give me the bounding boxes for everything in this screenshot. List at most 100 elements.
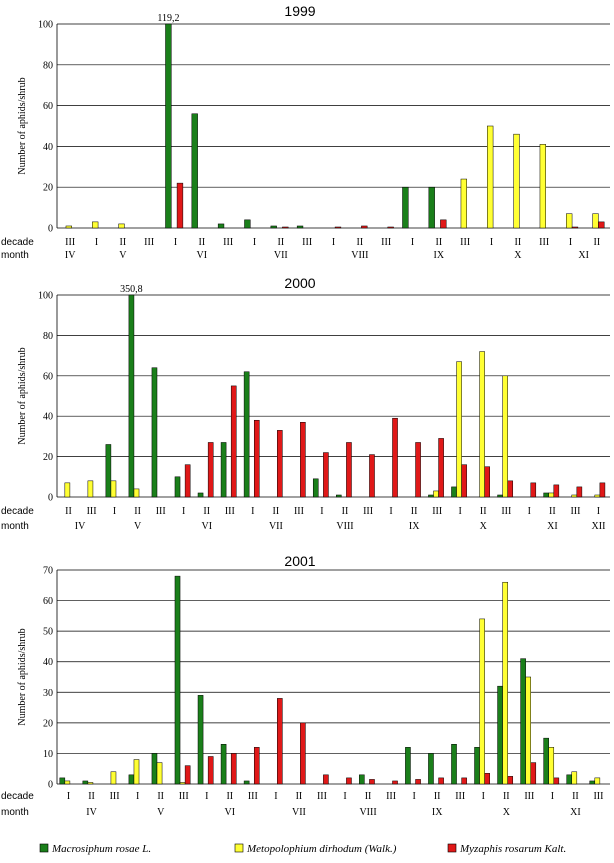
x-month-label: XI [578, 250, 589, 261]
bar-macrosiphum [402, 186, 409, 229]
x-month-label: VII [274, 250, 288, 261]
x-month-label: VIII [351, 250, 368, 261]
bar-metopolophium [456, 361, 462, 498]
bar-macrosiphum [296, 225, 304, 229]
legend-swatch-myzaphis [447, 843, 457, 853]
x-month-label: VII [292, 807, 306, 818]
x-decade-label: I [274, 791, 277, 802]
x-decade-label: III [302, 237, 312, 248]
y-tick-label: 70 [43, 566, 53, 577]
x-decade-label: I [182, 506, 185, 517]
chart-title: 1999 [284, 3, 315, 19]
bar-myzaphis [176, 182, 184, 229]
y-axis-label: Number of aphids/shrub [17, 628, 28, 725]
bar-metopolophium [571, 494, 578, 498]
bar-metopolophium [487, 125, 494, 229]
legend-label-myzaphis: Myzaphis rosarum Kalt. [459, 843, 566, 855]
x-decade-label: III [455, 791, 465, 802]
y-tick-label: 0 [48, 493, 53, 504]
bar-myzaphis [323, 774, 329, 785]
x-month-label: IX [432, 807, 443, 818]
bar-metopolophium [548, 747, 555, 785]
x-month-label: IV [65, 250, 76, 261]
bar-macrosiphum [497, 494, 503, 498]
x-month-label: VII [269, 521, 283, 532]
x-decade-label: III [539, 237, 549, 248]
bar-myzaphis [553, 484, 560, 498]
bar-myzaphis [361, 225, 368, 229]
bar-myzaphis [571, 226, 579, 229]
chart-title: 2000 [284, 275, 315, 291]
x-decade-label: III [110, 791, 120, 802]
x-month-label: V [119, 250, 127, 261]
x-decade-label: II [411, 506, 418, 517]
legend: Macrosiphum rosae L. Metopolophium dirho… [39, 843, 566, 855]
bar-metopolophium [179, 782, 186, 785]
y-tick-label: 100 [38, 20, 53, 31]
legend-swatch-macrosiphum [39, 843, 49, 853]
month-row-label: month [1, 521, 29, 532]
x-month-label: X [503, 807, 511, 818]
x-decade-label: II [514, 237, 521, 248]
bar-macrosiphum [312, 478, 319, 498]
x-decade-label: II [549, 506, 556, 517]
y-tick-label: 10 [43, 749, 53, 760]
bar-myzaphis [507, 776, 514, 785]
bar-macrosiphum [543, 737, 549, 785]
bar-metopolophium [65, 225, 72, 229]
bar-value-annotation: 350,8 [120, 284, 143, 295]
bar-metopolophium [566, 213, 573, 229]
x-decade-label: III [363, 506, 373, 517]
bar-myzaphis [207, 442, 214, 498]
bar-macrosiphum [474, 747, 480, 785]
bar-myzaphis [461, 777, 467, 785]
x-decade-label: II [119, 237, 126, 248]
x-month-label: V [134, 521, 142, 532]
bar-metopolophium [92, 221, 99, 229]
x-month-label: IV [75, 521, 86, 532]
bar-myzaphis [277, 698, 283, 785]
x-decade-label: II [434, 791, 441, 802]
chart-1999: 1999 0 20 40 60 80 100 Number of aphids/shrub 11… [1, 3, 610, 261]
chart-2001: 2001 0 10 20 30 40 50 60 70 Number of aphids/shru… [1, 553, 610, 818]
x-decade-label: I [95, 237, 98, 248]
x-month-label: VIII [336, 521, 353, 532]
bar-myzaphis [230, 385, 237, 498]
month-row-label: month [1, 250, 29, 261]
bar-macrosiphum [217, 223, 225, 229]
x-decade-label: II [296, 791, 303, 802]
bar-myzaphis [323, 452, 329, 498]
bar-macrosiphum [336, 494, 342, 498]
bar-macrosiphum [589, 780, 596, 785]
bar-macrosiphum [151, 753, 158, 785]
x-decade-label: I [67, 791, 70, 802]
x-month-label: VI [225, 807, 236, 818]
y-tick-label: 100 [38, 291, 53, 302]
bar-macrosiphum [82, 780, 89, 785]
bar-metopolophium [592, 213, 599, 229]
y-tick-label: 40 [43, 142, 53, 153]
bar-metopolophium [87, 782, 94, 785]
x-decade-label: I [174, 237, 177, 248]
bar-metopolophium [433, 490, 439, 498]
x-decade-label: III [501, 506, 511, 517]
bar-metopolophium [502, 581, 508, 785]
bar-myzaphis [387, 226, 394, 229]
bar-macrosiphum [566, 774, 573, 785]
decade-row-label: decade [1, 237, 34, 248]
chart-2000: 2000 0 20 40 60 80 100 Number of aphids/shrub 35… [1, 275, 610, 532]
bar-macrosiphum [165, 23, 172, 229]
bar-macrosiphum [451, 744, 457, 785]
x-decade-label: II [356, 237, 363, 248]
bar-macrosiphum [197, 492, 204, 498]
bar-macrosiphum [359, 774, 365, 785]
bar-macrosiphum [191, 113, 198, 229]
x-month-label: VI [197, 250, 208, 261]
x-decade-label: I [411, 237, 414, 248]
x-decade-label: I [528, 506, 531, 517]
x-decade-label: III [225, 506, 235, 517]
x-decade-label: I [412, 791, 415, 802]
legend-label-macrosiphum: Macrosiphum rosae L. [51, 843, 151, 855]
y-tick-label: 80 [43, 331, 53, 342]
